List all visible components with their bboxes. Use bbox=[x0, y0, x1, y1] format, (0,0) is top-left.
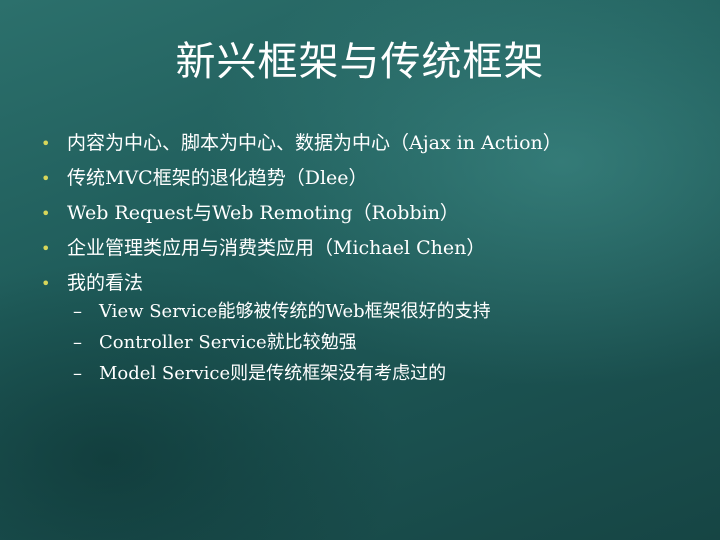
bullet-item-web-request-remoting: • Web Request与Web Remoting（Robbin） bbox=[40, 200, 700, 227]
sub-bullet-list: – View Service能够被传统的Web框架很好的支持 – Control… bbox=[67, 299, 700, 387]
sub-bullet-text: Controller Service就比较勉强 bbox=[99, 332, 357, 353]
bullet-icon: • bbox=[41, 204, 51, 223]
bullet-icon: • bbox=[41, 274, 51, 293]
slide-body: • 内容为中心、脚本为中心、数据为中心（Ajax in Action） • 传统… bbox=[40, 130, 700, 395]
sub-bullet-text: View Service能够被传统的Web框架很好的支持 bbox=[99, 301, 491, 322]
bullet-icon: • bbox=[41, 169, 51, 188]
bullet-item-enterprise-consumer: • 企业管理类应用与消费类应用（Michael Chen） bbox=[40, 235, 700, 262]
bullet-item-mvc-degradation: • 传统MVC框架的退化趋势（Dlee） bbox=[40, 165, 700, 192]
sub-bullet-item-model-service: – Model Service则是传统框架没有考虑过的 bbox=[67, 361, 700, 387]
bullet-text: 我的看法 bbox=[67, 272, 144, 294]
bullet-text: 内容为中心、脚本为中心、数据为中心（Ajax in Action） bbox=[67, 132, 562, 154]
dash-icon: – bbox=[73, 363, 82, 384]
bullet-text: 传统MVC框架的退化趋势（Dlee） bbox=[67, 167, 368, 189]
sub-bullet-item-view-service: – View Service能够被传统的Web框架很好的支持 bbox=[67, 299, 700, 325]
dash-icon: – bbox=[73, 301, 82, 322]
bullet-text: 企业管理类应用与消费类应用（Michael Chen） bbox=[67, 237, 486, 259]
bullet-list: • 内容为中心、脚本为中心、数据为中心（Ajax in Action） • 传统… bbox=[40, 130, 700, 387]
sub-bullet-text: Model Service则是传统框架没有考虑过的 bbox=[99, 363, 447, 384]
slide-title: 新兴框架与传统框架 bbox=[175, 39, 545, 85]
sub-bullet-item-controller-service: – Controller Service就比较勉强 bbox=[67, 330, 700, 356]
bullet-icon: • bbox=[41, 239, 51, 258]
bullet-item-my-view: • 我的看法 – View Service能够被传统的Web框架很好的支持 – … bbox=[40, 270, 700, 387]
bullet-item-content-centric: • 内容为中心、脚本为中心、数据为中心（Ajax in Action） bbox=[40, 130, 700, 157]
bullet-icon: • bbox=[41, 134, 51, 153]
bullet-text: Web Request与Web Remoting（Robbin） bbox=[67, 202, 459, 224]
dash-icon: – bbox=[73, 332, 82, 353]
